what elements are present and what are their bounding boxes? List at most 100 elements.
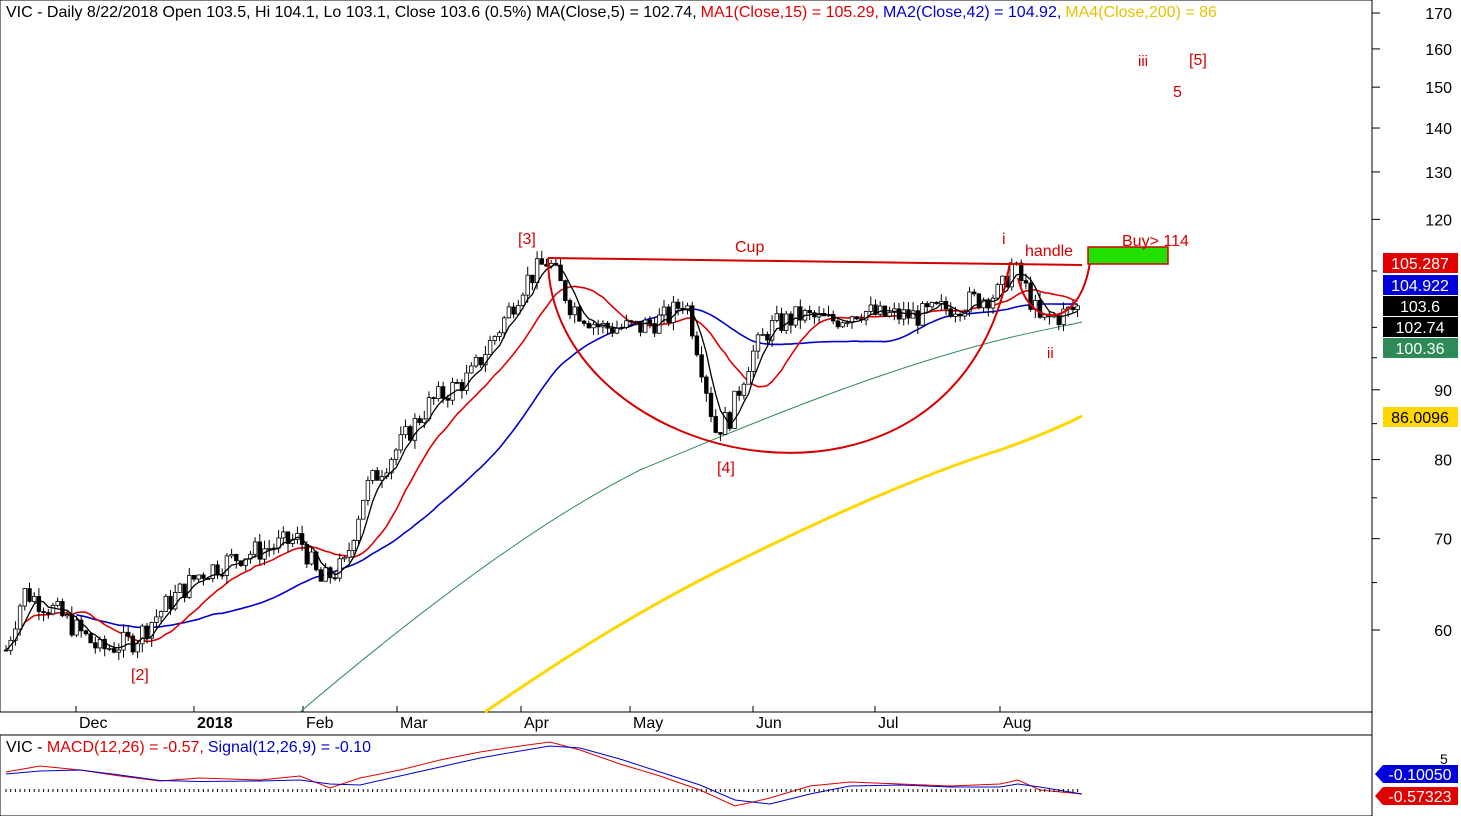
- candle-body: [473, 357, 479, 367]
- candle-body: [328, 567, 333, 579]
- header-ma5: MA(Close,5) = 102.74,: [536, 4, 697, 21]
- candle-body: [224, 555, 230, 576]
- candle-body: [925, 303, 930, 308]
- price-label-text: 104.922: [1391, 278, 1449, 295]
- candle-body: [511, 306, 516, 315]
- candle-body: [32, 596, 37, 602]
- candle-body: [285, 531, 291, 544]
- handle-curve: [1017, 261, 1091, 316]
- header-symbol: VIC: [6, 4, 33, 21]
- candle-body: [107, 648, 112, 650]
- candle-body: [572, 306, 577, 316]
- candle-body: [934, 301, 939, 305]
- candle-body: [671, 301, 676, 323]
- candle-body: [1075, 305, 1080, 310]
- candle-body: [497, 332, 502, 337]
- candle-body: [586, 323, 591, 329]
- price-label-box: [1383, 253, 1458, 273]
- candle-body: [140, 625, 145, 645]
- candle-body: [779, 313, 784, 331]
- y-tick-label: 120: [1425, 212, 1452, 229]
- price-label-box: [1383, 317, 1458, 337]
- candle-body: [737, 390, 742, 396]
- macd-label-text: -0.57323: [1388, 789, 1451, 806]
- ma200-path: [484, 414, 1083, 714]
- buy-box: [1087, 246, 1169, 265]
- candle-body: [229, 553, 234, 557]
- candle-body: [732, 390, 737, 429]
- candle-body: [718, 432, 723, 435]
- candle-body: [295, 533, 300, 540]
- candle-body: [135, 643, 140, 653]
- candle-body: [215, 564, 220, 576]
- x-tick-label: Aug: [1003, 715, 1031, 732]
- candle-body: [370, 470, 375, 481]
- price-label-text: 86.0096: [1391, 410, 1449, 427]
- candle-body: [765, 333, 770, 341]
- macd-label-box: [1375, 765, 1458, 783]
- wave-2-label: [2]: [131, 667, 149, 684]
- y-tick-label: 90: [1434, 383, 1452, 400]
- candle-body: [558, 264, 563, 282]
- ma200-line: [484, 414, 1083, 714]
- price-label-text: 103.6: [1400, 299, 1440, 316]
- resistance-line: [547, 257, 1083, 266]
- y-tick-label: 70: [1434, 532, 1452, 549]
- y-axis: 60 70 80 90 120 130 140 150 160 170: [1372, 6, 1452, 640]
- candle-body: [337, 558, 342, 579]
- candle-body: [266, 548, 272, 550]
- candle-body: [793, 306, 798, 326]
- candle-body: [690, 305, 695, 337]
- candle-body: [915, 310, 920, 326]
- wave-iii-label: iii: [1138, 53, 1148, 70]
- y-tick-label: 60: [1434, 623, 1452, 640]
- candle-body: [22, 588, 27, 607]
- macd-value: MACD(12,26) = -0.57,: [47, 739, 204, 756]
- candle-body: [774, 313, 779, 321]
- x-tick-label: Apr: [524, 715, 550, 732]
- candle-body: [610, 327, 615, 334]
- candle-body: [422, 418, 427, 424]
- candle-body: [1056, 315, 1061, 325]
- candle-body: [614, 327, 620, 334]
- macd-label-text: -0.10050: [1388, 767, 1451, 784]
- candle-body: [149, 622, 154, 639]
- candle-body: [55, 601, 60, 606]
- macd-labels: -0.10050 -0.57323: [1375, 765, 1458, 806]
- candle-body: [1019, 262, 1024, 282]
- ma5-line: [5, 262, 1078, 651]
- wave-ii-label: ii: [1047, 345, 1054, 362]
- candle-body: [534, 258, 540, 284]
- cup-curve: [547, 257, 1011, 454]
- candle-body: [652, 323, 657, 334]
- x-axis: Dec 2018 Feb Mar Apr May Jun Jul Aug: [75, 706, 1031, 732]
- macd-line: [5, 741, 1083, 807]
- candle-body: [196, 574, 201, 580]
- candle-body: [27, 588, 32, 602]
- candle-body: [976, 293, 982, 309]
- y-tick-label: 140: [1425, 121, 1452, 138]
- candle-body: [168, 595, 173, 610]
- candle-body: [478, 357, 483, 366]
- candle-body: [187, 575, 192, 598]
- macd-axis-tick: 5: [1440, 751, 1448, 767]
- candle-body: [704, 376, 709, 394]
- candle-body: [177, 583, 183, 593]
- candle-body: [563, 280, 568, 301]
- macd-panel: [0, 734, 1373, 816]
- candle-body: [628, 320, 634, 323]
- candle-body: [581, 320, 587, 324]
- price-label-box: [1383, 338, 1458, 358]
- candle-body: [318, 569, 324, 582]
- candle-body: [360, 499, 366, 520]
- wave-5-bracket-label: [5]: [1189, 52, 1207, 69]
- candle-body: [36, 596, 42, 612]
- candle-body: [407, 426, 413, 441]
- candle-body: [929, 301, 935, 308]
- price-labels: 105.287 104.922 103.6 102.74 100.36 86.0096: [1383, 253, 1458, 427]
- candle-body: [487, 340, 493, 355]
- candle-body: [990, 297, 996, 309]
- candle-body: [389, 458, 394, 474]
- candle-body: [957, 313, 963, 317]
